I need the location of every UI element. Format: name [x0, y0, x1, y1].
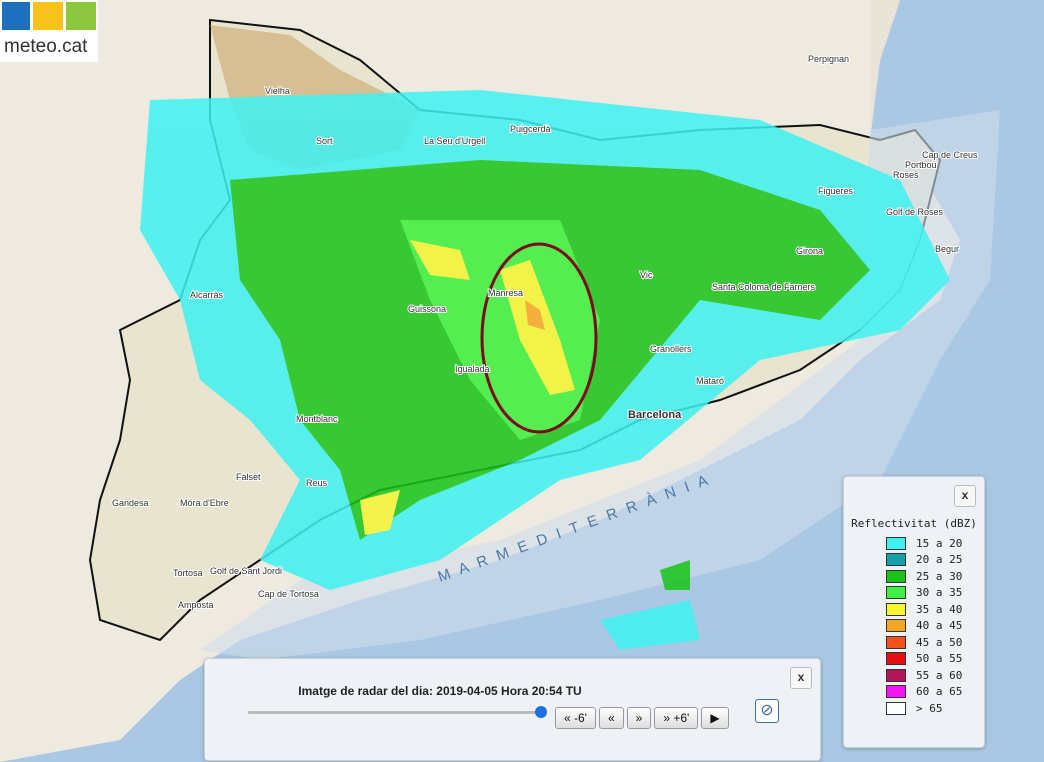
- legend-label: 15 a 20: [916, 536, 963, 550]
- close-button[interactable]: x: [954, 485, 976, 507]
- legend-item: 40 a 45: [886, 618, 962, 635]
- player-button[interactable]: « -6': [555, 707, 596, 729]
- slider-thumb[interactable]: [535, 706, 547, 718]
- place-label: Guissona: [408, 304, 446, 314]
- legend-item: 25 a 30: [886, 568, 962, 585]
- legend: x Reflectivitat (dBZ) 15 a 20 20 a 25 25 a…: [843, 476, 985, 748]
- legend-swatch: [886, 536, 906, 550]
- place-label: Móra d'Ebre: [180, 498, 229, 508]
- legend-label: 60 a 65: [916, 685, 963, 699]
- legend-swatch: [886, 635, 906, 649]
- legend-item: 20 a 25: [886, 552, 962, 569]
- legend-label: 25 a 30: [916, 569, 963, 583]
- highlight-ellipse: [480, 242, 598, 434]
- place-label: Portbou: [905, 160, 937, 170]
- place-label: Santa Coloma de Farners: [712, 282, 816, 292]
- logo[interactable]: meteo.cat: [0, 0, 98, 62]
- echo: [410, 240, 470, 280]
- place-label: Reus: [306, 478, 328, 488]
- buttons: « -6' «»» +6' ▶: [555, 707, 732, 729]
- logo-text: meteo.cat: [4, 36, 88, 57]
- legend-item: 45 a 50: [886, 634, 962, 651]
- place-label: Vic: [640, 270, 653, 280]
- slider-track[interactable]: [248, 711, 541, 714]
- place-label: Puigcerdà: [510, 124, 551, 134]
- menu-icon[interactable]: [2, 2, 30, 30]
- legend-label: 35 a 40: [916, 602, 963, 616]
- legend-items: 15 a 20 20 a 25 25 a 30 30 a 35 35 a 40 40 a …: [886, 535, 962, 717]
- stop-button[interactable]: ⊘: [755, 699, 779, 723]
- legend-swatch: [886, 569, 906, 583]
- place-label: Falset: [236, 472, 261, 482]
- legend-item: 30 a 35: [886, 585, 962, 602]
- place-label: Sort: [316, 136, 333, 146]
- legend-item: 60 a 65: [886, 684, 962, 701]
- legend-item: 35 a 40: [886, 601, 962, 618]
- legend-label: > 65: [916, 701, 943, 715]
- sun-icon: [33, 2, 63, 30]
- place-label: Cap de Tortosa: [258, 589, 319, 599]
- player: x Imatge de radar del dia: 2019-04-05 Ho…: [204, 658, 821, 761]
- legend-item: 55 a 60: [886, 667, 962, 684]
- place-label: La Seu d'Urgell: [424, 136, 485, 146]
- place-label: Igualada: [455, 364, 490, 374]
- place-label: Barcelona: [628, 409, 682, 421]
- player-button[interactable]: »: [626, 707, 652, 729]
- place-label: Girona: [796, 246, 823, 256]
- legend-label: 55 a 60: [916, 668, 963, 682]
- legend-label: 20 a 25: [916, 553, 963, 567]
- place-label: Cap de Creus: [922, 150, 978, 160]
- legend-swatch: [886, 701, 906, 715]
- place-label: Amposta: [178, 600, 214, 610]
- close-button[interactable]: x: [790, 667, 812, 689]
- legend-item: 15 a 20: [886, 535, 962, 552]
- cloud-icon: [66, 2, 96, 30]
- place-label: Roses: [893, 170, 919, 180]
- legend-label: 50 a 55: [916, 652, 963, 666]
- legend-swatch: [886, 553, 906, 567]
- legend-swatch: [886, 602, 906, 616]
- place-label: Tortosa: [173, 568, 203, 578]
- place-label: Perpignan: [808, 54, 849, 64]
- legend-swatch: [886, 685, 906, 699]
- place-label: Montblanc: [296, 414, 338, 424]
- legend-item: 50 a 55: [886, 651, 962, 668]
- player-button[interactable]: «: [598, 707, 624, 729]
- radar-echoes: [140, 90, 950, 650]
- legend-swatch: [886, 668, 906, 682]
- echo: [360, 490, 400, 535]
- caption: Imatge de radar del dia: 2019-04-05 Hora…: [298, 684, 582, 698]
- place-label: Alcarràs: [190, 290, 224, 300]
- legend-item: > 65: [886, 700, 962, 717]
- legend-title: Reflectivitat (dBZ): [851, 517, 977, 530]
- player-button[interactable]: ▶: [701, 707, 729, 729]
- place-label: Mataró: [696, 376, 724, 386]
- echo: [600, 600, 700, 650]
- legend-swatch: [886, 652, 906, 666]
- legend-swatch: [886, 619, 906, 633]
- place-label: Figueres: [818, 186, 854, 196]
- radar-range: [200, 110, 1000, 660]
- place-label: Begur: [935, 244, 959, 254]
- place-label: Golf de Roses: [886, 207, 944, 217]
- place-label: Golf de Sant Jordi: [210, 566, 282, 576]
- echo: [660, 560, 690, 590]
- legend-swatch: [886, 586, 906, 600]
- place-label: Vielha: [265, 86, 290, 96]
- place-label: Gandesa: [112, 498, 149, 508]
- legend-label: 30 a 35: [916, 586, 963, 600]
- echo: [525, 300, 545, 330]
- player-button[interactable]: » +6': [654, 707, 699, 729]
- legend-label: 40 a 45: [916, 619, 963, 633]
- legend-label: 45 a 50: [916, 635, 963, 649]
- place-label: Manresa: [488, 288, 523, 298]
- place-label: Granollers: [650, 344, 692, 354]
